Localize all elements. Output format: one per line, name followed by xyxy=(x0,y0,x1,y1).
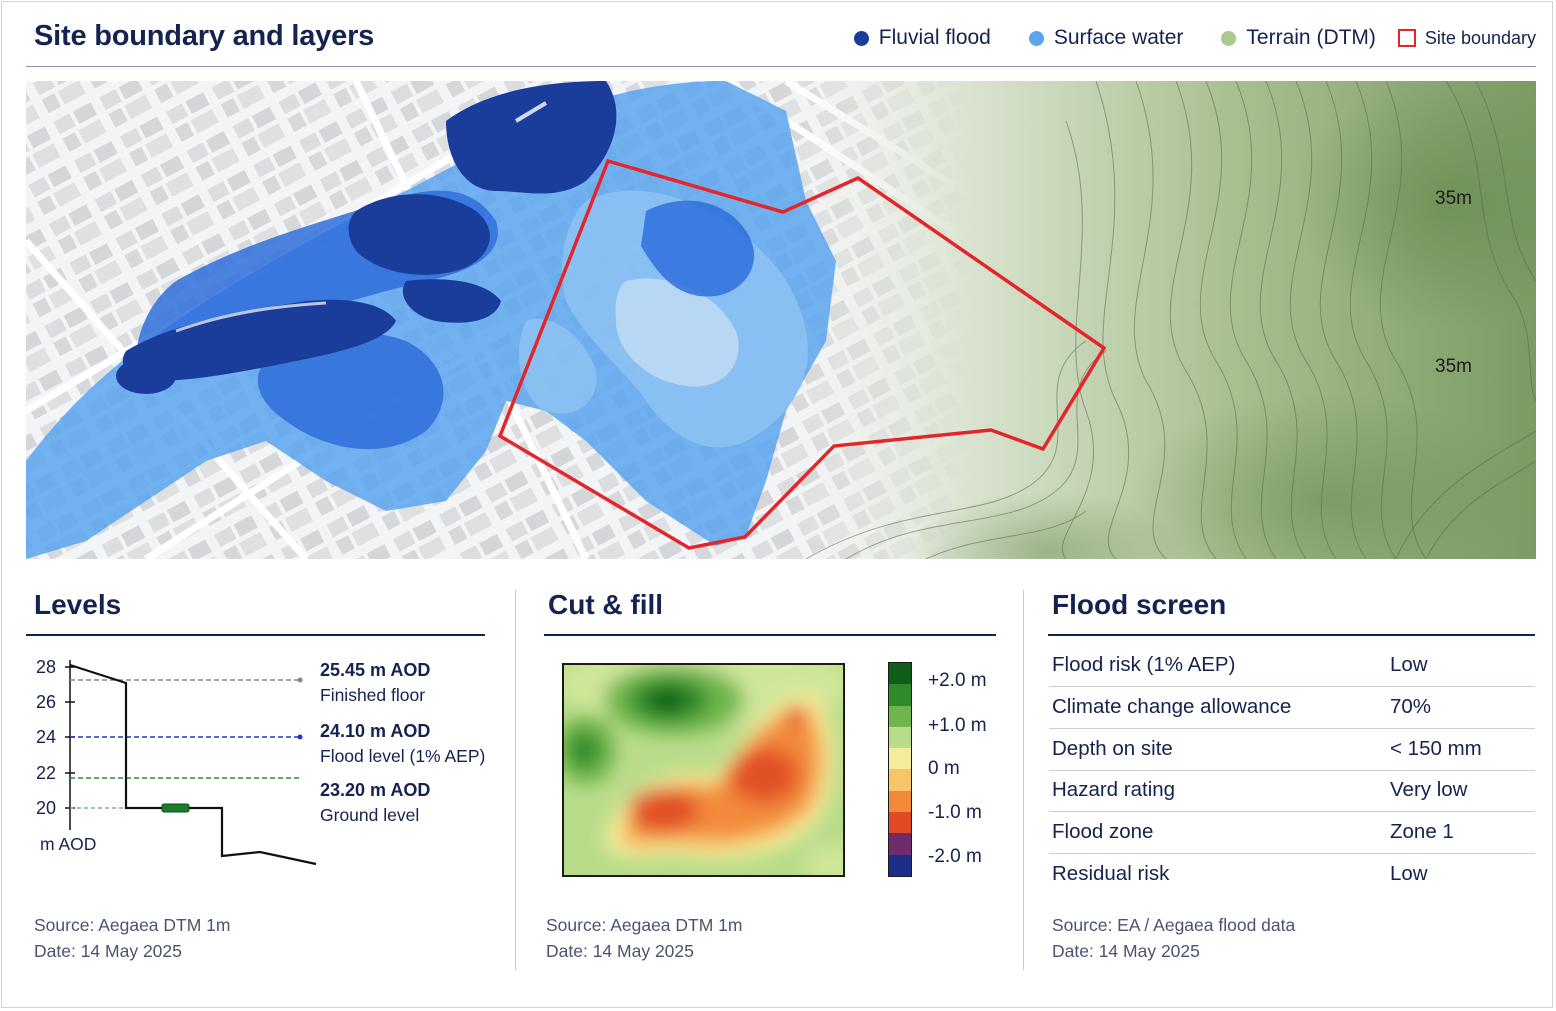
flood-screen-rule xyxy=(1048,634,1535,636)
flood-screen-title: Flood screen xyxy=(1052,589,1227,620)
date-text: Date: 14 May 2025 xyxy=(1052,941,1200,961)
scale-swatch xyxy=(889,854,911,876)
flood-level-value: 24.10 m AOD xyxy=(320,721,431,741)
y-tick-label: 20 xyxy=(36,798,57,818)
source-text: Source: EA / Aegaea flood data xyxy=(1052,915,1296,935)
ground-level-label: Ground level xyxy=(320,805,420,825)
flood-level-label: Flood level (1% AEP) xyxy=(320,746,486,766)
terrain-swatch xyxy=(1221,30,1237,46)
row-value: Zone 1 xyxy=(1390,820,1454,843)
finished-floor-label: Finished floor xyxy=(320,685,426,705)
header-rule xyxy=(26,66,1536,67)
site-map-canvas xyxy=(26,81,1536,559)
cutfill-rule xyxy=(544,634,996,636)
contour-label: 35m xyxy=(1435,188,1472,209)
legend-label: Site boundary xyxy=(1424,27,1536,48)
y-tick-label: 24 xyxy=(36,727,57,747)
row-label: Flood risk (1% AEP) xyxy=(1052,653,1236,676)
scale-swatch xyxy=(889,769,911,791)
row-label: Hazard rating xyxy=(1052,778,1176,801)
table-row: Flood zone Zone 1 xyxy=(1049,812,1535,854)
finished-floor-value: 25.45 m AOD xyxy=(320,660,431,680)
cut-fill-colour-scale xyxy=(888,662,912,877)
map-legend: Fluvial flood Surface water Terrain (DTM… xyxy=(853,26,1536,50)
source-text: Source: Aegaea DTM 1m xyxy=(34,915,231,935)
cutfill-source: Source: Aegaea DTM 1m Date: 14 May 2025 xyxy=(546,912,742,964)
fluvial-flood-swatch xyxy=(853,30,869,46)
table-row: Residual risk Low xyxy=(1049,854,1535,895)
page-title: Site boundary and layers xyxy=(34,20,375,52)
building-marker xyxy=(161,803,190,813)
date-text: Date: 14 May 2025 xyxy=(546,941,694,961)
scale-swatch xyxy=(889,705,911,727)
levels-panel: Levels xyxy=(26,585,486,970)
row-value: 70% xyxy=(1390,695,1432,718)
scale-label: +2.0 m xyxy=(928,670,987,691)
legend-label: Surface water xyxy=(1053,26,1184,49)
y-tick-label: 26 xyxy=(36,692,57,712)
flood-screen-panel: Flood screen xyxy=(1044,585,1536,970)
surface-water-swatch xyxy=(1028,30,1044,46)
table-row: Flood risk (1% AEP) Low xyxy=(1049,645,1535,687)
scale-label: 0 m xyxy=(928,758,960,779)
cut-fill-heatmap[interactable] xyxy=(562,663,845,877)
table-row: Depth on site < 150 mm xyxy=(1049,729,1535,771)
section-profile xyxy=(69,663,317,866)
row-label: Depth on site xyxy=(1052,737,1173,760)
panel-divider xyxy=(1023,590,1024,970)
scale-swatch xyxy=(889,748,911,770)
cutfill-panel: Cut & fill xyxy=(540,585,1000,970)
date-text: Date: 14 May 2025 xyxy=(34,941,182,961)
legend-item-terrain[interactable]: Terrain (DTM) xyxy=(1221,26,1376,50)
ground-level-value: 23.20 m AOD xyxy=(320,780,431,800)
row-label: Climate change allowance xyxy=(1052,695,1292,718)
table-row: Climate change allowance 70% xyxy=(1049,687,1535,729)
y-unit-label: m AOD xyxy=(40,834,97,854)
flood-screen-source: Source: EA / Aegaea flood data Date: 14 … xyxy=(1052,912,1295,964)
table-row: Hazard rating Very low xyxy=(1049,770,1535,812)
y-tick-label: 28 xyxy=(36,657,57,677)
scale-swatch xyxy=(889,790,911,813)
scale-swatch xyxy=(889,833,911,855)
row-value: Low xyxy=(1390,862,1428,885)
site-map[interactable]: 35m 35m xyxy=(26,81,1536,559)
legend-label: Terrain (DTM) xyxy=(1246,26,1376,49)
panel-divider xyxy=(515,590,516,970)
site-boundary-swatch xyxy=(1397,29,1416,47)
levels-title: Levels xyxy=(34,589,122,620)
legend-item-fluvial-flood[interactable]: Fluvial flood xyxy=(853,26,991,50)
legend-label: Fluvial flood xyxy=(878,26,991,49)
levels-rule xyxy=(26,634,485,636)
legend-item-site-boundary[interactable]: Site boundary xyxy=(1397,27,1536,49)
row-value: Low xyxy=(1390,653,1428,676)
scale-swatch xyxy=(889,684,911,706)
row-value: Very low xyxy=(1390,778,1468,801)
contour-label: 35m xyxy=(1435,356,1472,377)
scale-label: +1.0 m xyxy=(928,715,987,736)
source-text: Source: Aegaea DTM 1m xyxy=(546,915,743,935)
scale-swatch xyxy=(889,812,911,834)
y-tick-label: 22 xyxy=(36,763,57,783)
cut-fill-heatmap-canvas xyxy=(564,665,843,875)
row-value: < 150 mm xyxy=(1390,737,1482,760)
legend-item-surface-water[interactable]: Surface water xyxy=(1028,26,1184,50)
scale-swatch xyxy=(889,663,911,685)
levels-source: Source: Aegaea DTM 1m Date: 14 May 2025 xyxy=(34,912,230,964)
levels-chart xyxy=(65,660,317,866)
scale-swatch xyxy=(889,726,911,749)
cutfill-title: Cut & fill xyxy=(548,589,664,620)
scale-label: -2.0 m xyxy=(928,846,982,867)
row-label: Flood zone xyxy=(1052,820,1154,843)
row-label: Residual risk xyxy=(1052,862,1170,885)
scale-label: -1.0 m xyxy=(928,802,982,823)
